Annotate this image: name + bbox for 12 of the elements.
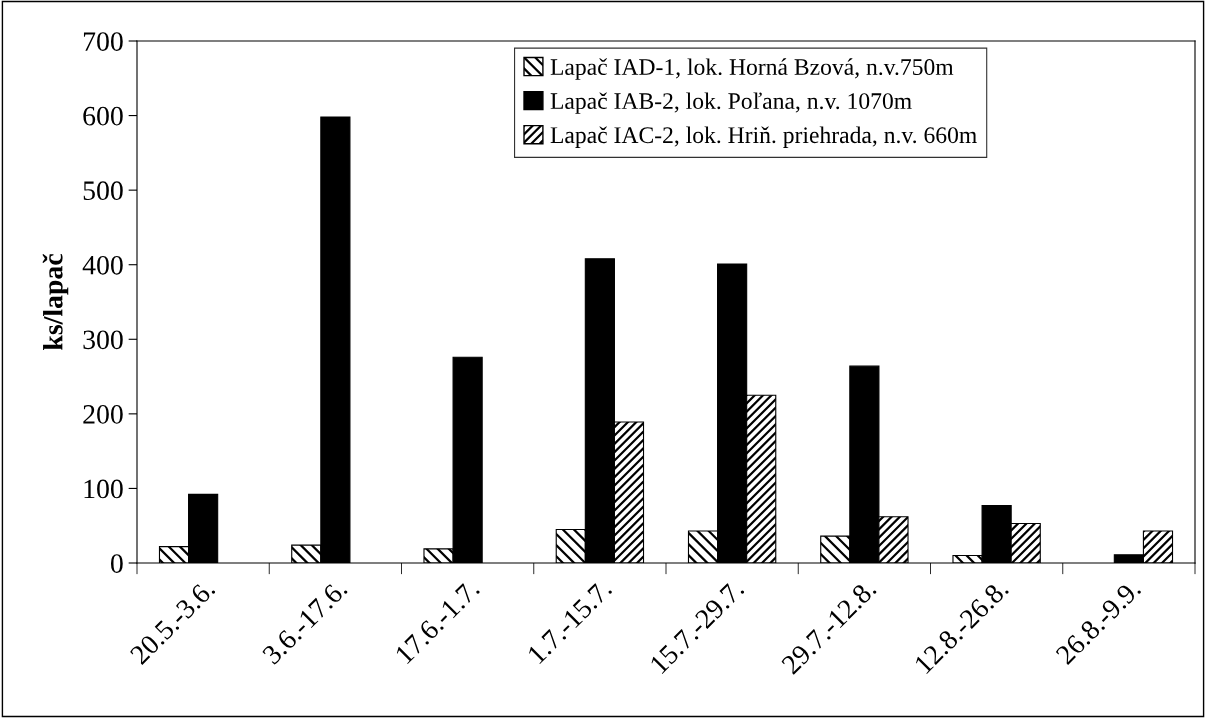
y-tick-label: 100 xyxy=(84,479,123,499)
y-axis-title: ks/lapač xyxy=(42,254,69,350)
y-tick-label: 500 xyxy=(83,181,123,201)
y-tick-label: 200 xyxy=(83,405,123,424)
y-tick-label: 400 xyxy=(82,255,123,275)
y-tick-label: 300 xyxy=(83,330,123,350)
y-tick-label: 700 xyxy=(83,32,123,51)
legend-label: Lapač IAD-1, lok. Horná Bzová, n.v.750m xyxy=(550,58,954,80)
y-tick-label: 600 xyxy=(83,106,123,126)
legend-label: Lapač IAC-2, lok. Hriň. priehrada, n.v. 660m xyxy=(550,126,977,148)
y-tick-label: 0 xyxy=(110,554,123,573)
legend-label: Lapač IAB-2, lok. Poľana, n.v. 1070m xyxy=(550,92,912,114)
